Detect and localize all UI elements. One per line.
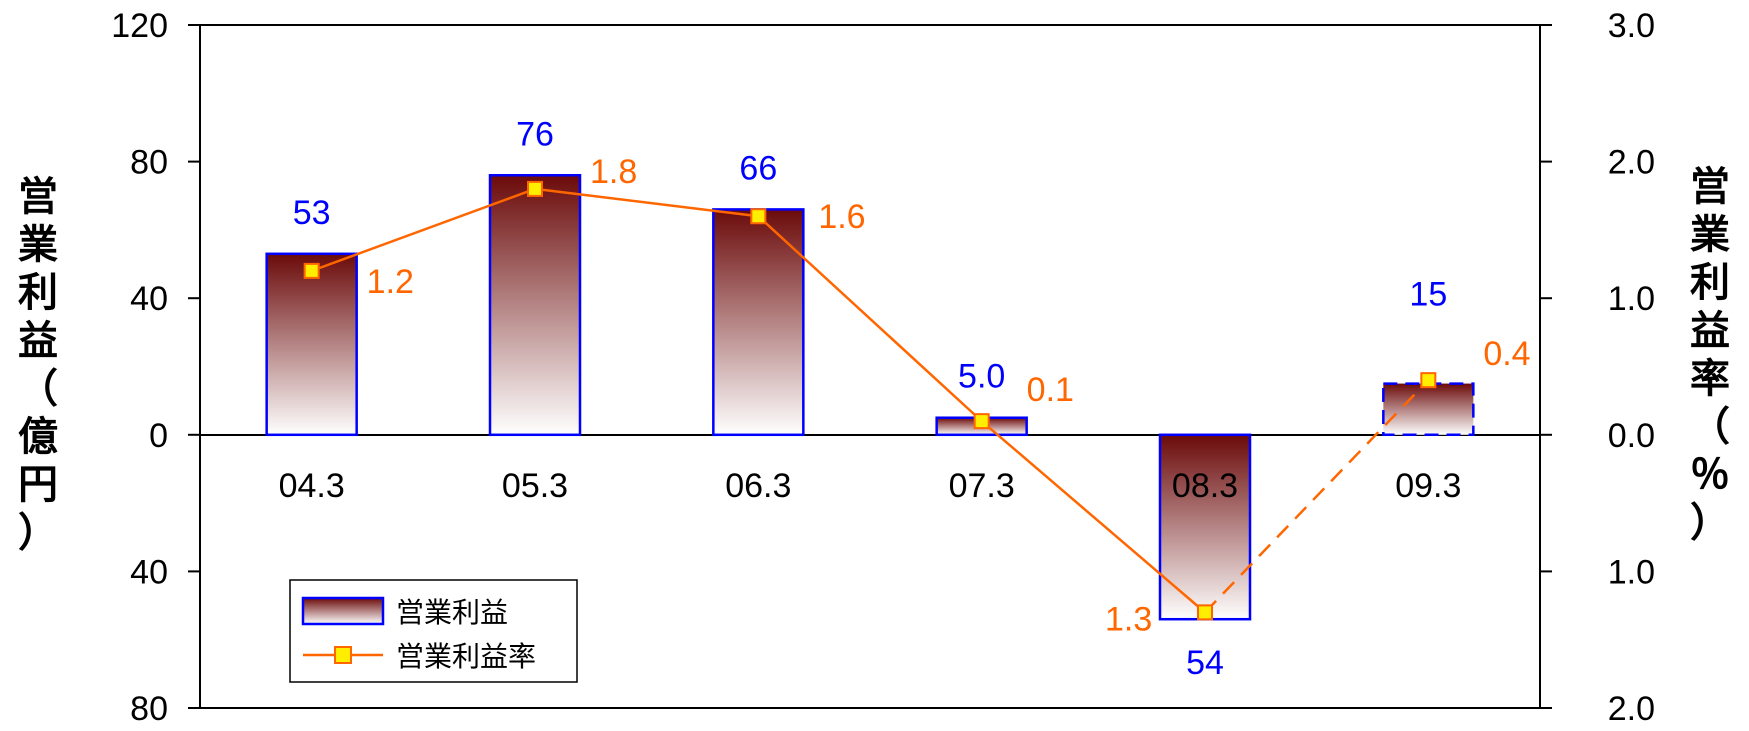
left-tick-label: 40 — [130, 280, 168, 318]
left-axis-title-char: （ — [18, 366, 58, 412]
category-label: 04.3 — [279, 467, 345, 505]
line-value-label: 0.4 — [1483, 335, 1530, 373]
line-value-label: 0.1 — [1027, 371, 1074, 409]
bar-05.3 — [488, 174, 582, 437]
line-value-label: 1.3 — [1105, 600, 1152, 638]
bar-value-label: 53 — [293, 194, 331, 232]
line-value-label: 1.8 — [590, 153, 637, 191]
left-axis-title-char: ） — [18, 510, 58, 556]
left-tick-label: 40 — [130, 553, 168, 591]
bar-09.3 — [1382, 382, 1475, 437]
right-axis-title-char: 営 — [1690, 164, 1730, 210]
left-tick-label: 80 — [130, 690, 168, 728]
right-axis-title-char: 業 — [1690, 212, 1730, 258]
line-value-label: 1.2 — [367, 263, 414, 301]
line-marker — [303, 262, 320, 279]
left-axis-title-char: 利 — [18, 270, 58, 316]
right-tick-label: 2.0 — [1608, 690, 1655, 728]
bar-value-label: 54 — [1186, 644, 1224, 682]
left-tick-label: 0 — [149, 417, 168, 455]
line-marker — [527, 180, 543, 197]
left-axis-title-char: 営 — [18, 174, 58, 220]
line-segment — [1204, 379, 1430, 614]
right-axis-title-char: 利 — [1690, 260, 1730, 306]
category-label: 09.3 — [1395, 467, 1461, 505]
line-series — [303, 180, 1437, 621]
value-labels: 53 76 66 5.0 54 15 1.2 1.8 1.6 0.1 1.3 0.4 — [293, 115, 1531, 682]
bar-value-label: 5.0 — [958, 358, 1005, 396]
right-tick-label: 1.0 — [1608, 553, 1655, 591]
left-axis-title-char: 円 — [18, 462, 58, 508]
left-tick-label: 80 — [130, 144, 168, 182]
right-axis-title-char: ） — [1690, 500, 1730, 546]
line-segment — [980, 420, 1206, 614]
category-label: 05.3 — [502, 467, 568, 505]
right-axis-title-char: ％ — [1690, 452, 1730, 498]
right-axis-title-char: 率 — [1690, 356, 1730, 402]
left-axis-title-char: 益 — [18, 318, 58, 364]
line-marker — [1420, 372, 1437, 389]
right-axis-title-char: 益 — [1690, 308, 1730, 354]
legend: 営業利益 営業利益率 — [289, 579, 578, 683]
left-axis-title-char: 億 — [18, 414, 58, 460]
line-marker — [973, 413, 990, 430]
legend-line-marker — [334, 646, 352, 664]
bar-value-label: 66 — [739, 149, 777, 187]
category-label: 08.3 — [1172, 467, 1238, 505]
line-value-label: 1.6 — [818, 198, 865, 236]
left-axis-ticks: 120 80 40 0 40 80 — [111, 7, 200, 728]
line-segment — [757, 215, 983, 423]
right-axis-title: 営業利益率（％） — [1690, 164, 1730, 546]
right-axis-title-char: （ — [1690, 404, 1730, 450]
right-axis-ticks: 3.0 2.0 1.0 0.0 1.0 2.0 — [1540, 7, 1655, 728]
left-axis-title-char: 業 — [18, 222, 58, 268]
left-axis-title: 営業利益（億円） — [18, 174, 58, 556]
line-segment — [534, 187, 759, 218]
right-tick-label: 1.0 — [1608, 280, 1655, 318]
line-segment — [311, 187, 536, 273]
bar-series — [265, 174, 1475, 621]
bar-06.3 — [712, 208, 805, 437]
bar-value-label: 76 — [516, 115, 554, 153]
line-marker — [1197, 604, 1213, 621]
bar-value-label: 15 — [1409, 276, 1447, 314]
category-label: 07.3 — [949, 467, 1015, 505]
bar-04.3 — [265, 252, 358, 437]
bar-08.3 — [1158, 433, 1252, 621]
plot-area — [199, 24, 1541, 709]
right-tick-label: 2.0 — [1608, 144, 1655, 182]
legend-line-label: 営業利益率 — [396, 640, 536, 673]
legend-bar-swatch — [301, 596, 385, 626]
right-tick-label: 3.0 — [1608, 7, 1655, 45]
line-marker — [750, 208, 767, 225]
legend-bar-label: 営業利益 — [396, 596, 508, 629]
category-labels: 04.3 05.3 06.3 07.3 08.3 09.3 — [279, 467, 1462, 505]
right-tick-label: 0.0 — [1608, 417, 1655, 455]
category-label: 06.3 — [725, 467, 791, 505]
left-tick-label: 120 — [111, 7, 168, 45]
